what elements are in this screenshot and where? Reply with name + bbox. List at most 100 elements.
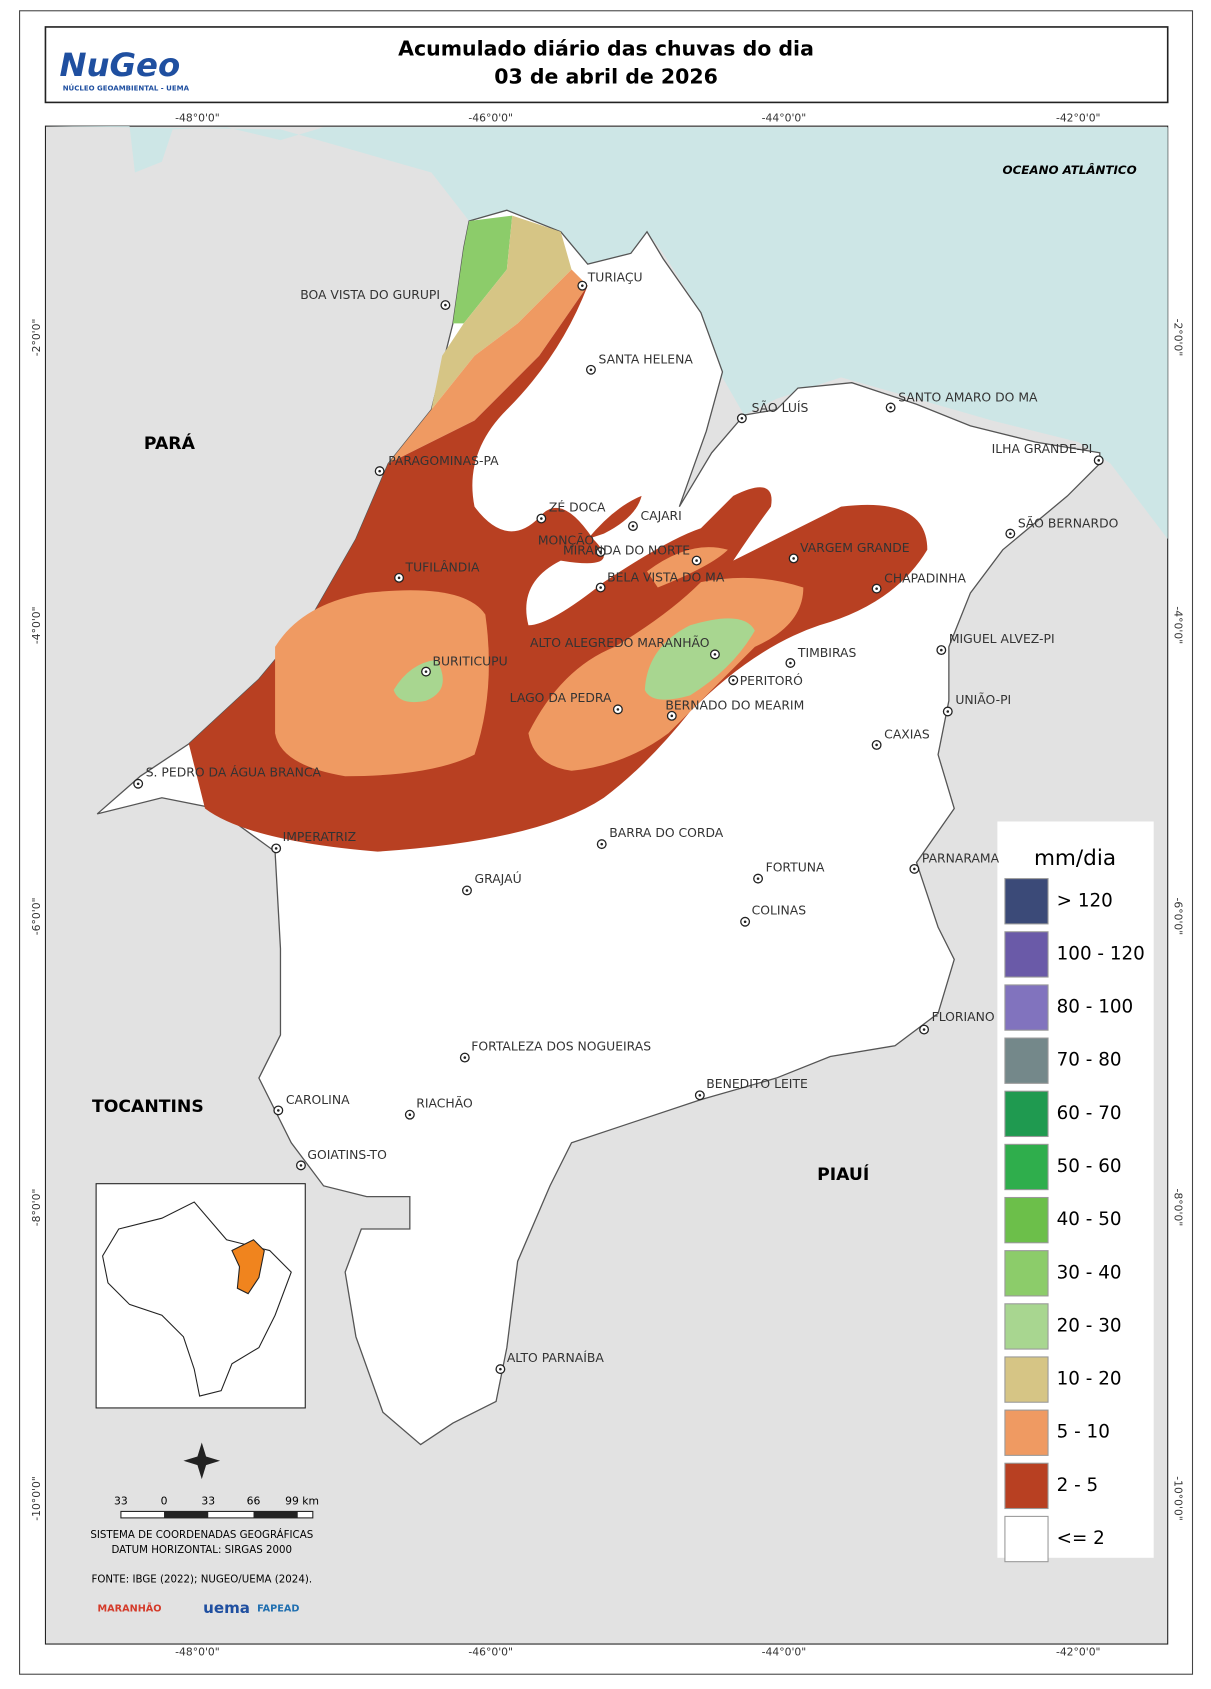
- date: 03 de abril de 2026: [494, 65, 718, 89]
- city-label: BERNADO DO MEARIM: [665, 698, 804, 713]
- rain-5-10: [388, 269, 588, 464]
- lon-label: -48°0'0": [175, 112, 220, 125]
- scale-bar-seg: [164, 1511, 209, 1518]
- lon-label: -46°0'0": [468, 112, 513, 125]
- city-dot-center: [277, 1109, 280, 1112]
- legend-swatch: [1004, 1090, 1049, 1138]
- city-label: GRAJAÚ: [475, 871, 522, 886]
- lon-label: -46°0'0": [468, 1646, 513, 1659]
- city-dot-center: [424, 670, 428, 673]
- lat-label: -2°0'0": [30, 319, 43, 357]
- ocean: [45, 126, 1168, 540]
- city-dot-center: [581, 284, 584, 287]
- city-dot-center: [540, 517, 543, 520]
- city-label: MONÇÃO: [538, 533, 595, 548]
- lon-label: -42°0'0": [1056, 112, 1101, 125]
- lat-label: -6°0'0": [1171, 897, 1184, 935]
- city-label: SÃO BERNARDO: [1018, 515, 1119, 530]
- state-label: PIAUÍ: [817, 1163, 869, 1185]
- title: Acumulado diário das chuvas do dia: [398, 37, 814, 61]
- legend-swatch: [1004, 984, 1049, 1031]
- city-dot-center: [463, 1056, 467, 1059]
- city-dot-center: [731, 678, 735, 682]
- scale-label: 33: [114, 1495, 128, 1508]
- city-label: TUFILÂNDIA: [405, 560, 480, 575]
- lon-label: -42°0'0": [1056, 1646, 1101, 1659]
- ocean-label: OCEANO ATLÂNTICO: [1003, 162, 1137, 177]
- scale-bar-seg: [253, 1511, 298, 1518]
- sponsor: FAPEAD: [257, 1603, 299, 1614]
- city-label: LAGO DA PEDRA: [510, 690, 612, 705]
- city-dot-center: [670, 714, 674, 718]
- lat-label: -8°0'0": [30, 1189, 43, 1227]
- city-label: BARRA DO CORDA: [609, 825, 724, 840]
- lat-label: -10°0'0": [1171, 1476, 1184, 1521]
- legend-title: mm/dia: [1034, 846, 1116, 871]
- city-dot-center: [599, 550, 602, 554]
- lat-label: -4°0'0": [30, 606, 43, 644]
- lat-label: -10°0'0": [30, 1476, 43, 1521]
- city-label: SANTO AMARO DO MA: [898, 389, 1038, 404]
- city-dot-center: [875, 587, 878, 590]
- legend-label: <= 2: [1057, 1528, 1105, 1549]
- city-label: ALTO PARNAÍBA: [507, 1350, 604, 1365]
- city-label: TURIAÇU: [587, 270, 643, 285]
- logo-sub: NÚCLEO GEOAMBIENTAL - UEMA: [63, 83, 190, 92]
- city-dot-center: [1009, 532, 1012, 535]
- rain-10-20: [431, 215, 572, 410]
- inset-maranhao: [231, 1239, 265, 1295]
- legend-label: 30 - 40: [1057, 1262, 1122, 1283]
- rain-5-10-b: [275, 590, 489, 777]
- note: FONTE: IBGE (2022); NUGEO/UEMA (2024).: [91, 1573, 312, 1585]
- legend-swatch: [1004, 1143, 1049, 1191]
- city-label: FLORIANO: [932, 1009, 995, 1024]
- legend-label: 20 - 30: [1057, 1315, 1122, 1336]
- legend-swatch: [1004, 1250, 1049, 1297]
- city-label: CAROLINA: [286, 1092, 350, 1107]
- city-label: ILHA GRANDE-PI: [992, 441, 1093, 456]
- sponsor: uema: [203, 1599, 250, 1617]
- city-dot-center: [600, 842, 604, 846]
- scale-label: 0: [161, 1495, 168, 1508]
- legend-swatch: [1004, 1037, 1049, 1084]
- header-box: [44, 26, 1169, 104]
- city-label: ZÉ DOCA: [549, 499, 606, 514]
- rain-30-40: [452, 215, 513, 324]
- note: DATUM HORIZONTAL: SIRGAS 2000: [111, 1544, 292, 1556]
- city-dot-center: [465, 889, 469, 892]
- city-dot-center: [274, 847, 278, 850]
- city-dot-center: [743, 920, 747, 924]
- lon-label: -44°0'0": [762, 1646, 807, 1659]
- legend-label: 50 - 60: [1057, 1156, 1122, 1177]
- city-label: PERITORÓ: [740, 673, 803, 688]
- city-label: VARGEM GRANDE: [800, 540, 910, 555]
- city-label: ALTO ALEGREDO MARANHÃO: [530, 635, 710, 650]
- legend-label: 80 - 100: [1057, 997, 1134, 1018]
- city-dot-center: [378, 469, 381, 473]
- city-dot-center: [756, 877, 760, 880]
- city-dot-center: [499, 1367, 502, 1371]
- city-dot-center: [1097, 459, 1101, 462]
- city-label: FORTUNA: [766, 859, 825, 874]
- legend-swatch: [1004, 931, 1049, 978]
- city-dot-center: [397, 576, 401, 580]
- city-dot-center: [589, 368, 593, 372]
- city-label: GOIATINS-TO: [307, 1147, 387, 1162]
- city-dot-center: [740, 416, 744, 420]
- city-dot-center: [698, 1094, 702, 1097]
- city-label: S. PEDRO DA ÁGUA BRANCA: [146, 764, 322, 779]
- note: SISTEMA DE COORDENADAS GEOGRÁFICAS: [90, 1528, 313, 1541]
- city-dot-center: [889, 406, 892, 409]
- city-dot-center: [913, 867, 916, 871]
- city-label: BURITICUPU: [432, 653, 507, 668]
- scale-label: 99 km: [285, 1495, 319, 1508]
- city-label: BELA VISTA DO MA: [607, 569, 725, 584]
- city-label: IMPERATRIZ: [283, 829, 357, 844]
- city-label: MIRANDA DO NORTE: [563, 542, 690, 557]
- city-dot-center: [940, 648, 943, 652]
- legend-swatch: [1004, 1356, 1049, 1403]
- city-dot-center: [599, 586, 602, 589]
- legend-label: > 120: [1057, 890, 1113, 911]
- legend-swatch: [1004, 878, 1049, 925]
